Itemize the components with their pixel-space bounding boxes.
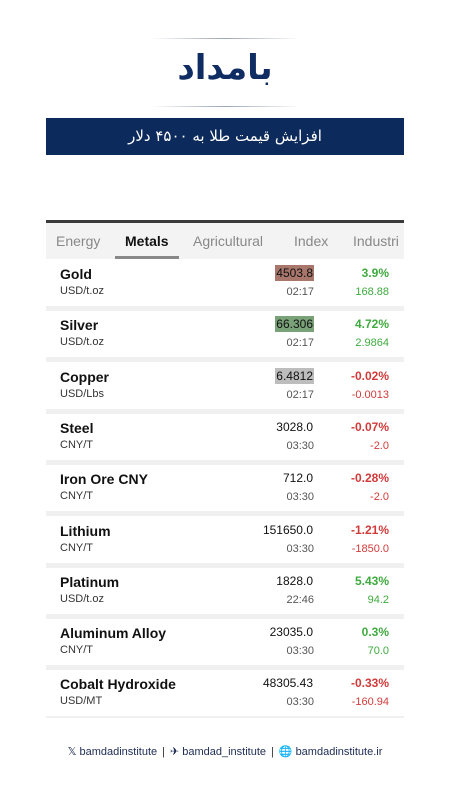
price: 151650.0 [262, 522, 313, 537]
commodity-unit: CNY/T [60, 490, 93, 503]
update-time: 03:30 [286, 645, 314, 658]
change-value: -2.0 [370, 491, 389, 504]
row-separator [46, 357, 404, 363]
update-time: 22:46 [286, 593, 314, 606]
change-value: 70.0 [367, 645, 389, 658]
change-percent: 4.72% [354, 317, 389, 332]
commodity-name: Gold [60, 266, 92, 282]
row: Gold USD/t.oz 4503.8 02:17 3.9% 168.88 [46, 260, 404, 306]
row: Platinum USD/t.oz 1828.0 22:46 5.43% 94.2 [46, 567, 404, 614]
row-separator [46, 562, 404, 568]
price: 66.306 [275, 316, 314, 333]
tab[interactable]: Industri [353, 233, 399, 249]
price: 1828.0 [276, 573, 313, 588]
row: Lithium CNY/T 151650.0 03:30 -1.21% -1850.0 [46, 516, 404, 563]
commodity-name: Lithium [60, 522, 111, 539]
price: 4503.8 [275, 265, 314, 281]
commodity-unit: CNY/T [60, 644, 93, 657]
headline: افزایش قیمت طلا به ۴۵۰۰ دلار [46, 118, 404, 155]
separator: | [271, 746, 274, 758]
change-percent: -0.07% [350, 419, 389, 434]
change-percent: -0.33% [350, 676, 389, 691]
row: Aluminum Alloy CNY/T 23035.0 03:30 0.3% 70.0 [46, 619, 404, 666]
change-value: -0.0013 [351, 388, 389, 401]
change-value: -2.0 [370, 439, 389, 452]
update-time: 02:17 [286, 337, 314, 350]
price-table: Energy Metals Agricultural Index Industri Go… [46, 220, 404, 718]
change-value: -1850.0 [351, 542, 389, 555]
row-separator [46, 665, 404, 671]
commodity-name: Steel [60, 419, 94, 436]
footer-link[interactable]: bamdad_institute [182, 746, 266, 758]
commodity-name: Iron Ore CNY [60, 471, 148, 488]
update-time: 03:30 [286, 696, 314, 709]
icon: 𝕏 [67, 746, 77, 758]
update-time: 02:17 [286, 388, 314, 401]
commodity-unit: USD/t.oz [60, 336, 105, 349]
change-percent: -1.21% [350, 522, 389, 537]
commodity-name: Copper [60, 368, 109, 385]
row: Iron Ore CNY CNY/T 712.0 03:30 -0.28% -2.0 [46, 465, 404, 512]
update-time: 03:30 [286, 491, 314, 504]
tab[interactable]: Agricultural [193, 233, 264, 249]
footer-link[interactable]: bamdadinstitute.ir [295, 746, 383, 758]
commodity-name: Silver [60, 317, 99, 334]
update-time: 03:30 [286, 439, 314, 452]
price: 712.0 [282, 471, 313, 486]
divider [150, 38, 300, 39]
change-percent: 0.3% [361, 625, 389, 640]
change-value: -160.94 [351, 696, 389, 709]
change-percent: -0.28% [350, 471, 389, 486]
change-percent: 5.43% [354, 573, 389, 588]
tab[interactable]: Energy [56, 233, 101, 249]
row: Steel CNY/T 3028.0 03:30 -0.07% -2.0 [46, 413, 404, 460]
commodity-unit: USD/t.oz [60, 592, 105, 605]
row-separator [46, 306, 404, 311]
row-separator [46, 716, 404, 718]
change-value: 2.9864 [355, 337, 389, 350]
tab[interactable]: Index [294, 233, 329, 249]
row: Silver USD/t.oz 66.306 02:17 4.72% 2.9864 [46, 311, 404, 358]
change-percent: 3.9% [361, 266, 389, 280]
price: 23035.0 [269, 625, 313, 640]
tab-underline [115, 256, 179, 259]
divider [150, 106, 300, 107]
tab-bar: Energy Metals Agricultural Index Industri [46, 223, 404, 259]
commodity-unit: CNY/T [60, 541, 93, 554]
icon: ✈ [170, 746, 180, 758]
row-separator [46, 613, 404, 619]
row-separator [46, 511, 404, 517]
price: 3028.0 [276, 419, 313, 434]
footer-link[interactable]: bamdadinstitute [79, 746, 158, 758]
row: Copper USD/Lbs 6.4812 02:17 -0.02% -0.0013 [46, 362, 404, 409]
price: 6.4812 [275, 367, 314, 384]
commodity-unit: USD/Lbs [60, 387, 105, 400]
price: 48305.43 [262, 676, 313, 691]
commodity-unit: CNY/T [60, 438, 93, 451]
row: Cobalt Hydroxide USD/MT 48305.43 03:30 -0.33… [46, 670, 404, 717]
row-separator [46, 459, 404, 465]
row-separator [46, 408, 404, 414]
separator: | [162, 746, 165, 758]
change-percent: -0.02% [350, 368, 389, 383]
tab[interactable]: Metals [125, 233, 169, 249]
change-value: 94.2 [367, 593, 389, 606]
logo: بامداد [177, 48, 273, 88]
update-time: 03:30 [286, 542, 314, 555]
commodity-name: Aluminum Alloy [60, 625, 167, 642]
commodity-unit: USD/t.oz [60, 285, 105, 297]
change-value: 168.88 [355, 286, 389, 298]
commodity-name: Platinum [60, 573, 120, 590]
icon: 🌐 [278, 746, 293, 758]
update-time: 02:17 [286, 286, 314, 298]
commodity-unit: USD/MT [60, 695, 103, 708]
commodity-name: Cobalt Hydroxide [60, 676, 176, 693]
